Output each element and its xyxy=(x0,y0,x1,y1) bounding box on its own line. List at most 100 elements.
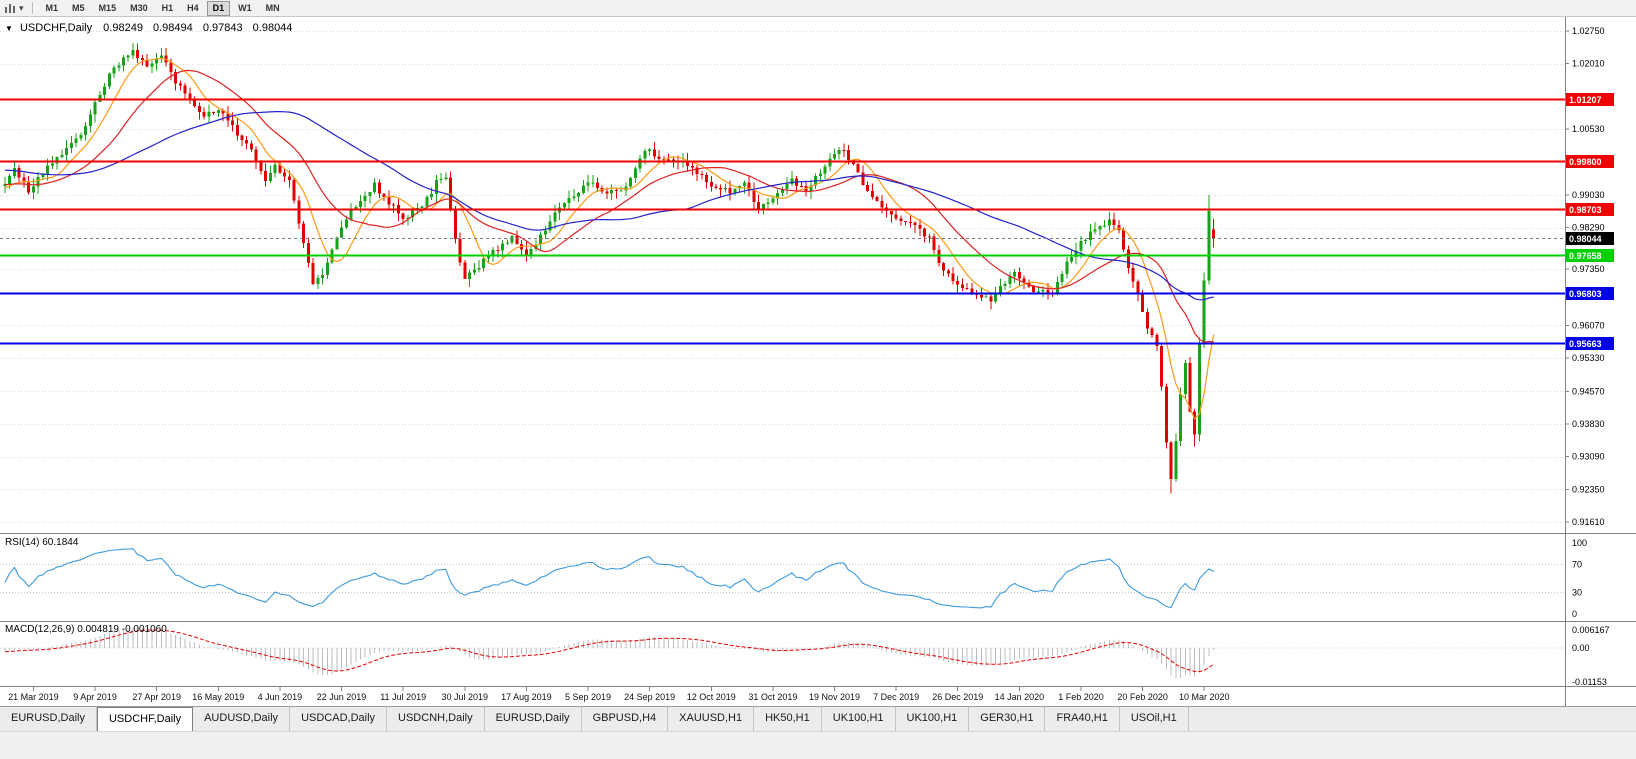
macd-histogram xyxy=(4,627,1215,679)
macd-indicator-label: MACD(12,26,9) 0.004819 -0.001060 xyxy=(5,624,167,635)
timeframe-button-m15[interactable]: M15 xyxy=(93,1,123,16)
svg-text:27 Apr 2019: 27 Apr 2019 xyxy=(132,692,181,702)
svg-text:20 Feb 2020: 20 Feb 2020 xyxy=(1117,692,1168,702)
svg-text:0.99030: 0.99030 xyxy=(1572,190,1605,200)
timeframe-button-mn[interactable]: MN xyxy=(260,1,286,16)
svg-text:7 Dec 2019: 7 Dec 2019 xyxy=(873,692,919,702)
tab-gbpusd-h4[interactable]: GBPUSD,H4 xyxy=(581,707,669,731)
low-value: 0.97843 xyxy=(202,22,243,34)
tab-usdcad-daily[interactable]: USDCAD,Daily xyxy=(290,707,388,731)
timeframe-button-m1[interactable]: M1 xyxy=(40,1,65,16)
macd-panel: 0.006167 0.00 -0.01153 xyxy=(0,625,1610,687)
open-value: 0.98249 xyxy=(103,22,143,34)
chevron-down-icon[interactable]: ▾ xyxy=(19,3,24,13)
date-axis[interactable]: 21 Mar 2019 9 Apr 2019 27 Apr 2019 16 May 2… xyxy=(8,687,1229,702)
svg-text:-0.01153: -0.01153 xyxy=(1572,677,1607,687)
tab-hk50-h1[interactable]: HK50,H1 xyxy=(754,707,822,731)
price-axis[interactable]: 1.02750 1.02010 1.00530 0.99030 0.98290 0.973… xyxy=(1565,26,1605,527)
svg-text:0.91610: 0.91610 xyxy=(1572,517,1605,527)
chart-tabs-bar: EURUSD,Daily USDCHF,Daily AUDUSD,Daily U… xyxy=(0,706,1636,731)
svg-text:22 Jun 2019: 22 Jun 2019 xyxy=(317,692,367,702)
svg-text:70: 70 xyxy=(1572,559,1582,569)
svg-text:14 Jan 2020: 14 Jan 2020 xyxy=(995,692,1045,702)
tab-usoil-h1[interactable]: USOil,H1 xyxy=(1119,707,1189,731)
svg-text:0: 0 xyxy=(1572,609,1577,619)
tab-uk100-h1-1[interactable]: UK100,H1 xyxy=(821,707,896,731)
tab-eurusd-daily-1[interactable]: EURUSD,Daily xyxy=(0,707,97,731)
symbol-period-label: USDCHF,Daily xyxy=(19,22,93,34)
chart-title: ▼ USDCHF,Daily 0.98249 0.98494 0.97843 0… xyxy=(5,22,299,34)
svg-text:1.00530: 1.00530 xyxy=(1572,124,1605,134)
chart-canvas[interactable]: 1.02750 1.02010 1.00530 0.99030 0.98290 0.973… xyxy=(0,17,1636,706)
svg-text:0.93830: 0.93830 xyxy=(1572,419,1605,429)
timeframe-toolbar: ▾ M1 M5 M15 M30 H1 H4 D1 W1 MN xyxy=(0,0,1636,17)
svg-text:26 Dec 2019: 26 Dec 2019 xyxy=(932,692,983,702)
svg-text:0.95663: 0.95663 xyxy=(1569,339,1602,349)
svg-text:0.97658: 0.97658 xyxy=(1569,251,1602,261)
tab-ger30-h1[interactable]: GER30,H1 xyxy=(969,707,1046,731)
tab-audusd-daily[interactable]: AUDUSD,Daily xyxy=(193,707,291,731)
svg-text:0.98703: 0.98703 xyxy=(1569,205,1602,215)
svg-text:10 Mar 2020: 10 Mar 2020 xyxy=(1179,692,1230,702)
svg-text:0.96803: 0.96803 xyxy=(1569,289,1602,299)
timeframe-button-h4[interactable]: H4 xyxy=(181,1,205,16)
svg-text:0.97350: 0.97350 xyxy=(1572,264,1605,274)
svg-text:31 Oct 2019: 31 Oct 2019 xyxy=(748,692,797,702)
svg-text:4 Jun 2019: 4 Jun 2019 xyxy=(258,692,303,702)
svg-text:17 Aug 2019: 17 Aug 2019 xyxy=(501,692,552,702)
close-value: 0.98044 xyxy=(252,22,293,34)
chart-type-icon[interactable] xyxy=(4,3,16,14)
rsi-line xyxy=(4,548,1214,609)
svg-text:1.01207: 1.01207 xyxy=(1569,95,1602,105)
collapse-arrow-icon[interactable]: ▼ xyxy=(5,24,13,33)
rsi-panel: 100 70 30 0 xyxy=(0,538,1587,619)
svg-text:0.96070: 0.96070 xyxy=(1572,320,1605,330)
timeframe-button-m30[interactable]: M30 xyxy=(124,1,154,16)
svg-text:0.93090: 0.93090 xyxy=(1572,452,1605,462)
svg-text:0.98044: 0.98044 xyxy=(1569,234,1602,244)
timeframe-button-h1[interactable]: H1 xyxy=(156,1,180,16)
tab-xauusd-h1[interactable]: XAUUSD,H1 xyxy=(668,707,755,731)
svg-text:24 Sep 2019: 24 Sep 2019 xyxy=(624,692,675,702)
svg-text:0.95330: 0.95330 xyxy=(1572,353,1605,363)
svg-text:30 Jul 2019: 30 Jul 2019 xyxy=(442,692,489,702)
tab-usdcnh-daily[interactable]: USDCNH,Daily xyxy=(387,707,485,731)
svg-text:9 Apr 2019: 9 Apr 2019 xyxy=(73,692,117,702)
grid-lines xyxy=(0,31,1565,523)
svg-text:19 Nov 2019: 19 Nov 2019 xyxy=(809,692,860,702)
svg-text:1.02750: 1.02750 xyxy=(1572,26,1605,36)
svg-text:0.92350: 0.92350 xyxy=(1572,484,1605,494)
macd-signal-line xyxy=(4,629,1214,673)
svg-text:100: 100 xyxy=(1572,538,1587,548)
timeframe-button-m5[interactable]: M5 xyxy=(66,1,91,16)
high-value: 0.98494 xyxy=(153,22,193,34)
svg-text:12 Oct 2019: 12 Oct 2019 xyxy=(687,692,736,702)
svg-text:16 May 2019: 16 May 2019 xyxy=(192,692,244,702)
rsi-indicator-label: RSI(14) 60.1844 xyxy=(5,537,79,548)
svg-text:0.98290: 0.98290 xyxy=(1572,223,1605,233)
svg-text:11 Jul 2019: 11 Jul 2019 xyxy=(380,692,426,702)
panel-separators xyxy=(0,17,1636,706)
svg-text:0.99800: 0.99800 xyxy=(1569,157,1602,167)
tab-uk100-h1-2[interactable]: UK100,H1 xyxy=(895,707,970,731)
ma-line-50 xyxy=(4,111,1214,301)
candles-layer xyxy=(3,42,1216,494)
svg-text:1.02010: 1.02010 xyxy=(1572,59,1605,69)
svg-text:0.94570: 0.94570 xyxy=(1572,386,1605,396)
tab-fra40-h1[interactable]: FRA40,H1 xyxy=(1045,707,1120,731)
timeframe-button-w1[interactable]: W1 xyxy=(232,1,258,16)
toolbar-separator xyxy=(31,2,33,14)
horizontal-levels[interactable]: 1.01207 0.99800 0.98703 0.98044 0.97658 0.968… xyxy=(0,93,1614,350)
status-strip xyxy=(0,731,1636,759)
svg-text:0.006167: 0.006167 xyxy=(1572,625,1610,635)
svg-text:1 Feb 2020: 1 Feb 2020 xyxy=(1058,692,1104,702)
ma-line-20 xyxy=(4,69,1214,343)
svg-text:30: 30 xyxy=(1572,588,1582,598)
svg-text:5 Sep 2019: 5 Sep 2019 xyxy=(565,692,611,702)
svg-text:0.00: 0.00 xyxy=(1572,643,1590,653)
tab-usdchf-daily[interactable]: USDCHF,Daily xyxy=(96,707,194,731)
timeframe-button-d1[interactable]: D1 xyxy=(206,0,231,16)
svg-text:21 Mar 2019: 21 Mar 2019 xyxy=(8,692,59,702)
tab-eurusd-daily-2[interactable]: EURUSD,Daily xyxy=(484,707,582,731)
